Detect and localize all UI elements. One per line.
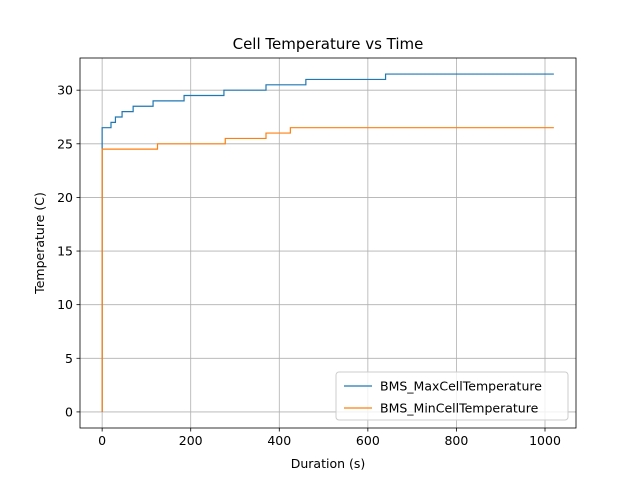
y-axis-label: Temperature (C) [32, 192, 47, 295]
x-tick-label: 0 [98, 433, 106, 448]
y-tick-label: 30 [57, 83, 73, 98]
plot-frame [79, 57, 577, 429]
series-line-1 [101, 127, 554, 412]
y-tick-label: 20 [57, 190, 73, 205]
x-axis: 0 200 400 600 800 1000 [98, 428, 561, 448]
series-line-0 [101, 73, 554, 412]
y-tick-label: 25 [57, 136, 73, 151]
y-tick-label: 0 [65, 404, 73, 419]
y-tick-label: 10 [57, 297, 73, 312]
x-tick-label: 400 [267, 433, 291, 448]
x-axis-label: Duration (s) [291, 456, 366, 471]
x-tick-label: 800 [444, 433, 468, 448]
legend-label: BMS_MaxCellTemperature [380, 379, 542, 394]
x-tick-label: 1000 [529, 433, 561, 448]
y-tick-label: 5 [65, 351, 73, 366]
legend-label: BMS_MinCellTemperature [380, 401, 539, 416]
x-tick-label: 200 [179, 433, 203, 448]
legend-box [335, 371, 569, 421]
y-tick-label: 15 [57, 244, 73, 259]
y-axis: 0 5 10 15 20 25 30 [57, 83, 80, 419]
series-layer [101, 73, 554, 412]
x-tick-label: 600 [356, 433, 380, 448]
legend: BMS_MaxCellTemperature BMS_MinCellTempera… [335, 371, 569, 421]
chart-title: Cell Temperature vs Time [233, 35, 424, 53]
